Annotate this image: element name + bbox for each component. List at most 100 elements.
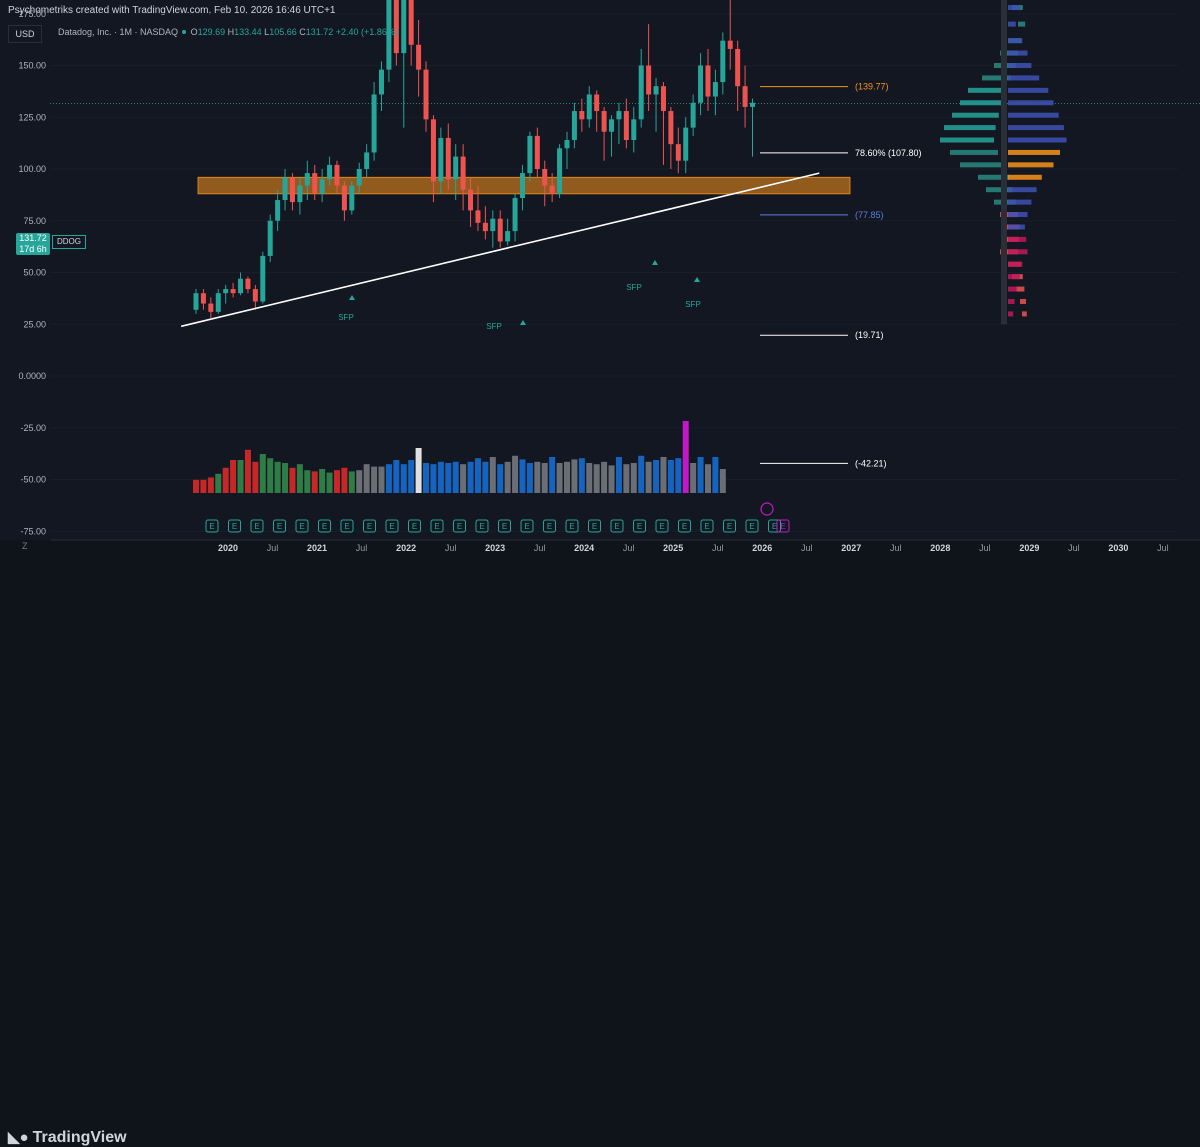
upcoming-earnings-label: E xyxy=(780,522,785,531)
volume-bar xyxy=(504,461,511,493)
volume-bar xyxy=(638,455,645,493)
sfp-marker-icon xyxy=(349,295,355,300)
volume-bar xyxy=(356,470,363,493)
fib-level-label: (77.85) xyxy=(855,210,884,220)
volume-bar xyxy=(482,461,489,493)
volume-profile-bar xyxy=(1008,50,1028,56)
volume-bar xyxy=(282,463,289,493)
candle-body xyxy=(193,293,199,310)
volume-profile-bar xyxy=(1018,21,1026,27)
earnings-marker-label: E xyxy=(659,522,664,531)
candle-body xyxy=(623,111,629,141)
scale-toggle-button[interactable]: Z xyxy=(22,541,28,551)
x-tick-label: Jul xyxy=(1157,543,1169,553)
earnings-marker xyxy=(565,519,579,533)
volume-bar xyxy=(393,460,400,493)
volume-bar xyxy=(296,464,303,493)
x-tick-label: Jul xyxy=(1068,543,1080,553)
candle-body xyxy=(571,111,577,141)
earnings-marker-label: E xyxy=(524,522,529,531)
volume-bar xyxy=(489,457,496,493)
candle-body xyxy=(653,86,659,95)
volume-bar xyxy=(601,461,608,493)
legend-close-label: C xyxy=(299,27,306,37)
volume-bar xyxy=(615,457,622,493)
volume-bar xyxy=(653,460,660,493)
volume-bar xyxy=(311,471,318,493)
legend-open-label: O xyxy=(190,27,198,37)
volume-profile-bar xyxy=(960,100,1002,106)
x-tick-label: 2021 xyxy=(307,543,327,553)
earnings-marker xyxy=(430,519,444,533)
earnings-marker-label: E xyxy=(254,522,259,531)
volume-bar xyxy=(267,458,274,493)
volume-bar xyxy=(259,454,266,493)
volume-profile-bar xyxy=(1008,286,1018,292)
volume-bar xyxy=(630,463,637,493)
tradingview-logo-icon: ◣● xyxy=(8,1129,29,1146)
candle-body xyxy=(727,40,733,49)
currency-selector[interactable]: USD xyxy=(8,25,42,43)
x-tick-label: 2028 xyxy=(930,543,950,553)
earnings-marker-label: E xyxy=(412,522,417,531)
x-tick-label: 2020 xyxy=(218,543,238,553)
candle-body xyxy=(735,48,741,87)
volume-profile-bar xyxy=(1008,5,1020,11)
earnings-marker-label: E xyxy=(592,522,597,531)
volume-bar xyxy=(252,461,259,493)
candle-body xyxy=(327,164,333,180)
x-tick-label: Jul xyxy=(623,543,635,553)
volume-bar xyxy=(363,464,370,493)
y-tick-label: 0.0000 xyxy=(18,371,46,381)
candle-body xyxy=(341,185,347,211)
candle-body xyxy=(423,69,429,120)
x-tick-label: 2029 xyxy=(1019,543,1039,553)
candle-body xyxy=(334,164,340,186)
legend-open: 129.69 xyxy=(197,27,226,37)
candle-body xyxy=(215,293,221,312)
earnings-marker xyxy=(318,519,331,533)
volume-profile-bar xyxy=(1008,261,1023,267)
fib-level-label: 78.60% (107.80) xyxy=(855,148,922,158)
earnings-marker-label: E xyxy=(322,522,327,531)
candle-body xyxy=(482,222,488,232)
candle-body xyxy=(393,0,399,54)
volume-bar xyxy=(645,461,652,493)
candle-body xyxy=(594,94,600,112)
candle-body xyxy=(430,119,436,182)
volume-bar xyxy=(304,470,311,493)
candle-body xyxy=(720,40,726,83)
volume-profile-bar xyxy=(940,137,994,143)
earnings-marker-label: E xyxy=(614,522,619,531)
earnings-marker xyxy=(453,519,466,533)
candle-body xyxy=(364,152,370,169)
volume-profile-bar xyxy=(1008,21,1016,27)
candle-body xyxy=(750,102,755,107)
price-chart[interactable]: 300.00275.00250.00225.00200.00175.00150.… xyxy=(0,0,1200,560)
y-tick-label: 25.00 xyxy=(23,319,46,329)
volume-profile-bar xyxy=(978,174,1010,180)
earnings-marker-label: E xyxy=(277,522,282,531)
earnings-marker xyxy=(588,519,601,533)
candle-body xyxy=(416,44,422,70)
earnings-marker-label: E xyxy=(344,522,349,531)
volume-bar xyxy=(667,460,674,493)
volume-profile-bar xyxy=(1008,224,1025,230)
earnings-marker-label: E xyxy=(704,522,709,531)
candle-body xyxy=(557,148,563,194)
earnings-marker-label: E xyxy=(749,522,754,531)
earnings-marker-label: E xyxy=(457,522,462,531)
volume-bar xyxy=(230,460,237,493)
volume-bar xyxy=(586,463,593,493)
volume-bar xyxy=(564,461,570,493)
volume-bar xyxy=(697,457,704,493)
candle-body xyxy=(319,179,325,194)
chart-plot-area[interactable] xyxy=(0,22,1200,540)
volume-profile-bar xyxy=(1008,137,1067,143)
volume-bar xyxy=(385,464,392,493)
legend-high-label: H xyxy=(227,27,235,37)
earnings-marker-label: E xyxy=(434,522,439,531)
volume-profile-bar xyxy=(1008,298,1015,304)
x-tick-label: Jul xyxy=(534,543,546,553)
sfp-label: SFP xyxy=(338,313,354,322)
